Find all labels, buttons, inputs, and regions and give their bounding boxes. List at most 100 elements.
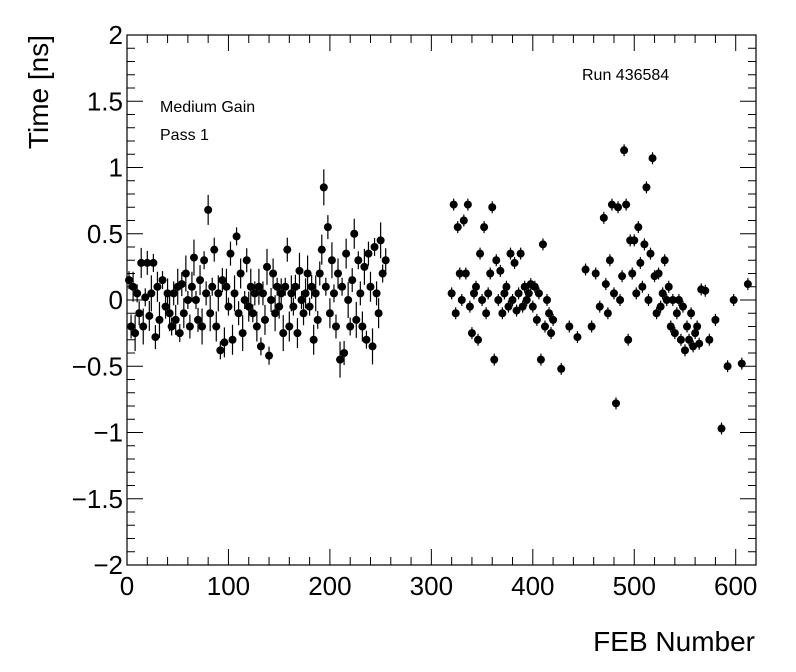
data-marker: [628, 269, 637, 278]
data-marker: [459, 216, 468, 225]
data-marker: [250, 289, 259, 298]
data-point: [250, 281, 259, 306]
data-marker: [329, 289, 338, 298]
data-point: [638, 280, 647, 293]
data-marker: [299, 309, 308, 318]
data-marker: [325, 309, 334, 318]
data-point: [269, 258, 278, 289]
data-marker: [587, 322, 596, 331]
data-marker: [743, 280, 752, 289]
data-marker: [717, 424, 726, 433]
data-marker: [701, 286, 710, 295]
data-point: [202, 281, 211, 306]
data-marker: [260, 315, 269, 324]
data-point: [711, 313, 720, 326]
data-point: [595, 300, 604, 313]
data-marker: [646, 249, 655, 258]
data-marker: [283, 245, 292, 254]
data-marker: [376, 236, 385, 245]
data-point: [145, 300, 154, 331]
data-point: [701, 284, 710, 297]
data-point: [230, 275, 239, 312]
data-marker: [711, 315, 720, 324]
data-marker: [307, 282, 316, 291]
data-point: [729, 294, 738, 306]
data-marker: [303, 269, 312, 278]
data-marker: [210, 245, 219, 254]
data-marker: [131, 329, 140, 338]
data-marker: [220, 338, 229, 347]
data-marker: [687, 309, 696, 318]
run-label: Run 436584: [582, 67, 669, 84]
data-marker: [482, 309, 491, 318]
gain-label: Medium Gain: [160, 99, 255, 116]
data-marker: [242, 256, 251, 265]
data-point: [285, 311, 294, 342]
data-marker: [640, 240, 649, 249]
data-marker: [191, 296, 200, 304]
data-marker: [179, 309, 188, 318]
data-point: [267, 288, 276, 312]
data-point: [662, 294, 671, 306]
data-point: [362, 330, 371, 349]
data-point: [356, 281, 365, 306]
data-marker: [281, 282, 290, 291]
data-point: [258, 281, 267, 306]
data-point: [534, 287, 543, 300]
data-marker: [616, 296, 625, 304]
data-marker: [557, 364, 566, 373]
data-marker: [658, 289, 667, 298]
data-marker: [183, 296, 192, 304]
data-point: [478, 294, 487, 306]
data-point: [327, 242, 336, 279]
data-point: [238, 315, 247, 352]
data-point: [683, 320, 692, 333]
data-marker: [246, 282, 255, 291]
data-point: [155, 301, 164, 338]
data-point: [536, 353, 545, 366]
data-point: [654, 267, 663, 280]
y-tick-label: −1: [93, 418, 123, 448]
data-point: [695, 337, 704, 350]
data-marker: [524, 289, 533, 298]
data-marker: [340, 349, 349, 357]
data-point: [185, 314, 194, 339]
data-marker: [729, 296, 738, 304]
data-point: [510, 256, 519, 269]
data-marker: [291, 282, 300, 291]
data-marker: [143, 258, 152, 267]
data-point: [153, 271, 162, 302]
data-marker: [634, 223, 643, 232]
y-tick-label: −1.5: [72, 484, 123, 514]
data-point: [214, 275, 223, 312]
data-point: [547, 327, 556, 340]
data-marker: [676, 335, 685, 344]
data-point: [204, 194, 213, 225]
data-marker: [737, 359, 746, 368]
data-point: [167, 317, 176, 336]
data-marker: [358, 322, 367, 331]
data-marker: [145, 311, 154, 320]
data-marker: [331, 322, 340, 331]
data-marker: [599, 213, 608, 222]
data-marker: [581, 265, 590, 274]
data-marker: [169, 289, 178, 298]
data-point: [256, 337, 265, 356]
data-point: [601, 278, 610, 291]
data-point: [620, 144, 629, 157]
data-point: [323, 215, 332, 240]
data-marker: [680, 346, 689, 355]
data-marker: [133, 289, 142, 298]
data-marker: [374, 309, 383, 318]
data-marker: [528, 302, 537, 311]
data-marker: [630, 236, 639, 245]
data-marker: [530, 282, 539, 291]
data-marker: [181, 269, 190, 278]
data-point: [705, 333, 714, 346]
data-marker: [624, 335, 633, 344]
data-point: [240, 291, 249, 309]
data-point: [514, 287, 523, 300]
data-point: [676, 333, 685, 346]
data-point: [228, 324, 237, 355]
data-marker: [273, 282, 282, 291]
